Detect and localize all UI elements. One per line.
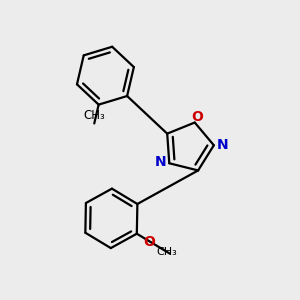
Text: N: N	[216, 138, 228, 152]
Text: N: N	[155, 155, 167, 169]
Text: O: O	[191, 110, 203, 124]
Text: O: O	[143, 235, 155, 249]
Text: CH₃: CH₃	[83, 109, 105, 122]
Text: CH₃: CH₃	[157, 247, 177, 257]
